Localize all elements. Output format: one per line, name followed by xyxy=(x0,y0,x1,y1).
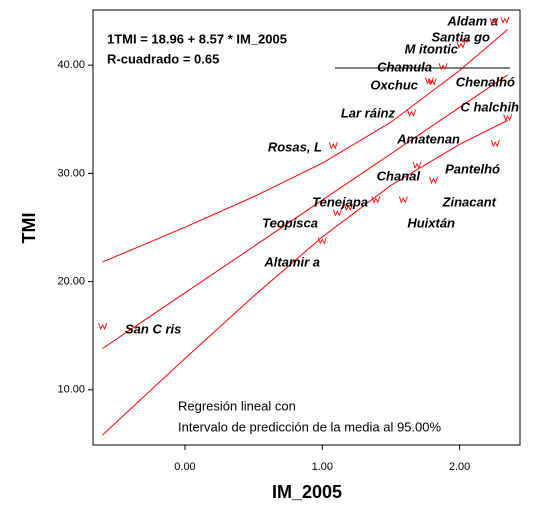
point xyxy=(456,41,466,49)
point-label: Altamir a xyxy=(263,254,320,269)
y-tick-label: 20.00 xyxy=(57,276,85,288)
x-tick-label: 1.00 xyxy=(312,461,333,473)
point xyxy=(490,139,500,148)
point xyxy=(328,142,338,150)
x-tick-label: 0.00 xyxy=(174,461,195,473)
point-label: Zinacant xyxy=(442,194,497,209)
x-tick-label: 2.00 xyxy=(449,461,470,473)
x-axis-title: IM_2005 xyxy=(272,482,342,502)
point-label: Chamula xyxy=(377,59,432,74)
point xyxy=(429,176,438,185)
point-label: Tenejapa xyxy=(312,194,368,209)
point xyxy=(398,196,408,204)
point xyxy=(343,203,353,212)
point-label: San C ris xyxy=(125,321,181,336)
point-label: Teopisca xyxy=(262,215,318,230)
point-label: Chenalhó xyxy=(456,74,515,89)
point-label: Chanal xyxy=(377,168,421,183)
point xyxy=(371,196,381,204)
point-label: Amatenan xyxy=(396,131,460,146)
point xyxy=(427,78,437,86)
legend-text: Regresión lineal con xyxy=(178,398,296,413)
y-axis-title: TMI xyxy=(19,213,39,244)
y-tick-label: 30.00 xyxy=(57,167,85,179)
point xyxy=(460,36,470,44)
point xyxy=(332,209,342,217)
point xyxy=(412,161,422,169)
regression-line xyxy=(102,29,508,263)
point xyxy=(489,17,499,25)
plot-frame xyxy=(92,9,521,446)
equation: 1TMI = 18.96 + 8.57 * IM_2005 xyxy=(107,31,287,46)
point xyxy=(407,109,416,117)
point xyxy=(438,63,448,71)
point-label: Oxchuc xyxy=(370,77,418,92)
regression-line xyxy=(102,74,508,349)
point-label: Huixtán xyxy=(407,215,455,230)
legend-text: Intervalo de predicción de la media al 9… xyxy=(178,419,441,434)
point xyxy=(98,322,108,331)
point xyxy=(317,237,327,245)
point xyxy=(500,16,510,24)
point-label: M itontic xyxy=(405,41,459,56)
point xyxy=(503,113,513,122)
point-label: Santia go xyxy=(431,29,490,44)
point-label: Rosas, L xyxy=(268,139,322,154)
point-label: C halchih xyxy=(460,99,519,114)
point-label: Aldam a xyxy=(446,13,498,28)
point-label: Pantelhó xyxy=(445,161,500,176)
r-squared: R-cuadrado = 0.65 xyxy=(107,51,219,66)
y-tick-label: 40.00 xyxy=(57,59,85,71)
y-tick-label: 10.00 xyxy=(57,384,85,396)
regression-line xyxy=(102,119,508,436)
point-label: Lar ráinz xyxy=(341,105,396,120)
